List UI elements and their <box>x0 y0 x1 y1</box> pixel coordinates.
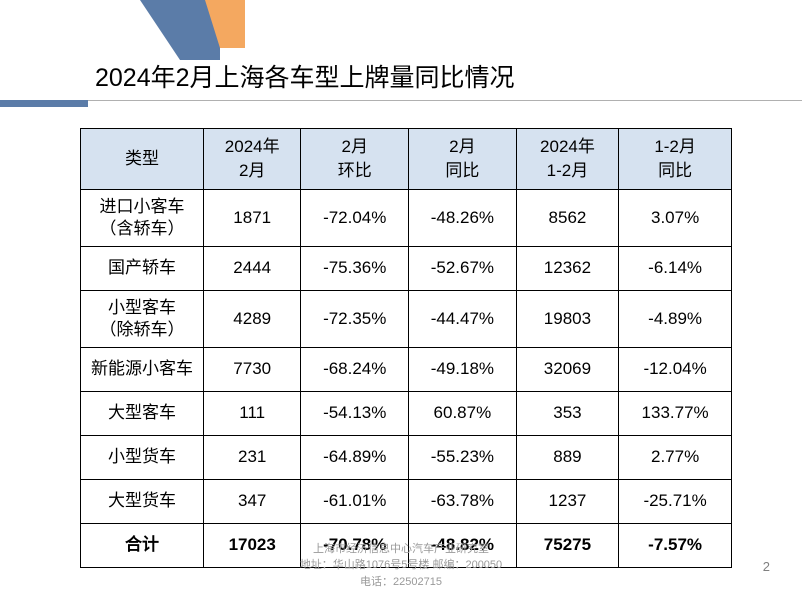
table-cell: 7730 <box>204 347 301 391</box>
title-underline <box>0 100 802 108</box>
row-label: 进口小客车（含轿车） <box>81 189 204 246</box>
orange-rect <box>220 0 245 48</box>
header-jan-feb: 2024年1-2月 <box>516 129 619 190</box>
table-cell: -61.01% <box>301 479 409 523</box>
table-row: 进口小客车（含轿车）1871-72.04%-48.26%85623.07% <box>81 189 732 246</box>
row-label: 大型客车 <box>81 391 204 435</box>
header-type: 类型 <box>81 129 204 190</box>
table-cell: -54.13% <box>301 391 409 435</box>
table-cell: 12362 <box>516 246 619 290</box>
table-cell: 889 <box>516 435 619 479</box>
table-cell: 4289 <box>204 290 301 347</box>
title-section: 2024年2月上海各车型上牌量同比情况 <box>95 58 735 104</box>
table-cell: 8562 <box>516 189 619 246</box>
row-label: 小型货车 <box>81 435 204 479</box>
table-cell: 1237 <box>516 479 619 523</box>
table-row: 小型客车（除轿车）4289-72.35%-44.47%19803-4.89% <box>81 290 732 347</box>
table-row: 新能源小客车7730-68.24%-49.18%32069-12.04% <box>81 347 732 391</box>
table-cell: -6.14% <box>619 246 732 290</box>
row-label: 国产轿车 <box>81 246 204 290</box>
table-cell: -25.71% <box>619 479 732 523</box>
table-cell: 1871 <box>204 189 301 246</box>
table-cell: -12.04% <box>619 347 732 391</box>
table-cell: 2444 <box>204 246 301 290</box>
header-decoration <box>0 0 802 60</box>
table-cell: -4.89% <box>619 290 732 347</box>
table-cell: -64.89% <box>301 435 409 479</box>
table-cell: 2.77% <box>619 435 732 479</box>
table-cell: -49.18% <box>409 347 517 391</box>
table-cell: 3.07% <box>619 189 732 246</box>
row-label: 新能源小客车 <box>81 347 204 391</box>
gray-divider <box>0 100 802 101</box>
table-cell: -48.26% <box>409 189 517 246</box>
table-cell: -72.35% <box>301 290 409 347</box>
header-mom: 2月环比 <box>301 129 409 190</box>
table-cell: -52.67% <box>409 246 517 290</box>
table-cell: 111 <box>204 391 301 435</box>
header-feb2024: 2024年2月 <box>204 129 301 190</box>
footer: 上海市经济信息中心汽车产业研究室 地址：华山路1076号5号楼 邮编：20005… <box>0 541 802 591</box>
table-cell: -72.04% <box>301 189 409 246</box>
table-cell: 133.77% <box>619 391 732 435</box>
footer-org: 上海市经济信息中心汽车产业研究室 <box>0 541 802 558</box>
table-cell: -63.78% <box>409 479 517 523</box>
page-title: 2024年2月上海各车型上牌量同比情况 <box>95 58 735 104</box>
table-cell: -68.24% <box>301 347 409 391</box>
row-label: 小型客车（除轿车） <box>81 290 204 347</box>
table-cell: 231 <box>204 435 301 479</box>
data-table: 类型 2024年2月 2月环比 2月同比 2024年1-2月 1-2月同比 进口… <box>80 128 732 568</box>
data-table-container: 类型 2024年2月 2月环比 2月同比 2024年1-2月 1-2月同比 进口… <box>80 128 732 568</box>
blue-accent-bar <box>0 100 88 107</box>
header-jan-feb-yoy: 1-2月同比 <box>619 129 732 190</box>
footer-address: 地址：华山路1076号5号楼 邮编：200050 <box>0 557 802 574</box>
page-number: 2 <box>763 559 770 574</box>
table-header-row: 类型 2024年2月 2月环比 2月同比 2024年1-2月 1-2月同比 <box>81 129 732 190</box>
table-cell: 347 <box>204 479 301 523</box>
table-cell: 353 <box>516 391 619 435</box>
table-cell: -75.36% <box>301 246 409 290</box>
table-row: 小型货车231-64.89%-55.23%8892.77% <box>81 435 732 479</box>
table-cell: -44.47% <box>409 290 517 347</box>
table-row: 大型客车111-54.13%60.87%353133.77% <box>81 391 732 435</box>
footer-phone: 电话：22502715 <box>0 574 802 591</box>
table-cell: 32069 <box>516 347 619 391</box>
header-yoy: 2月同比 <box>409 129 517 190</box>
table-row: 大型货车347-61.01%-63.78%1237-25.71% <box>81 479 732 523</box>
table-cell: 60.87% <box>409 391 517 435</box>
row-label: 大型货车 <box>81 479 204 523</box>
table-cell: 19803 <box>516 290 619 347</box>
table-cell: -55.23% <box>409 435 517 479</box>
table-row: 国产轿车2444-75.36%-52.67%12362-6.14% <box>81 246 732 290</box>
